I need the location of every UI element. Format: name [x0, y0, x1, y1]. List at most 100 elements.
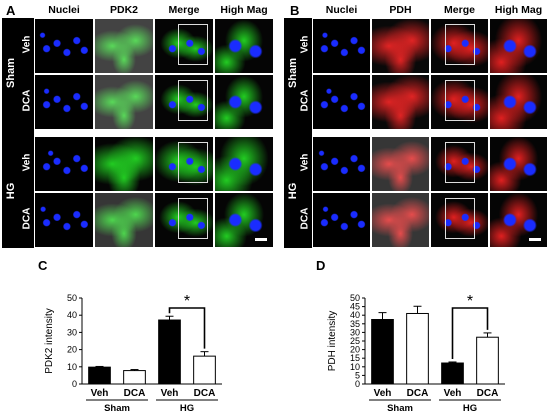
y-tick-label: 40	[67, 310, 77, 320]
column-header-high-mag: High Mag	[214, 4, 274, 16]
y-tick-label: 10	[67, 362, 77, 372]
y-tick-label: 50	[67, 293, 77, 303]
row-label-veh: Veh	[22, 32, 33, 58]
micrograph-nuclei	[313, 75, 370, 129]
micrograph-merge	[155, 75, 213, 129]
significance-star: *	[184, 293, 190, 310]
micrograph-merge	[431, 137, 488, 191]
y-axis-label: PDK2 intensity	[44, 308, 55, 374]
bar-1	[124, 371, 146, 384]
micrograph-merge	[431, 19, 488, 73]
zoom-region-box	[445, 198, 474, 239]
y-tick-label: 30	[67, 327, 77, 337]
bar-3	[477, 337, 499, 384]
row-label-dca: DCA	[300, 88, 311, 114]
micrograph-merge	[155, 137, 213, 191]
micrograph-stain	[95, 193, 153, 247]
x-group-label: HG	[463, 403, 477, 414]
zoom-region-box	[178, 24, 208, 65]
micrograph-stain	[372, 137, 429, 191]
micrograph-merge	[431, 75, 488, 129]
micrograph-high-mag	[215, 193, 273, 247]
micrograph-merge	[155, 19, 213, 73]
x-category-label: DCA	[194, 388, 216, 399]
y-tick-label: 20	[350, 345, 360, 355]
group-label-hg: HG	[5, 176, 17, 206]
bar-1	[407, 313, 429, 384]
micrograph-high-mag	[490, 75, 547, 129]
bar-3	[194, 356, 216, 384]
bar-0	[89, 367, 111, 384]
micrograph-grid-b: Nuclei PDH Merge High Mag Sham Veh DCA HG Veh DCA	[282, 0, 550, 250]
micrograph-high-mag	[490, 19, 547, 73]
column-header-pdk2: PDK2	[94, 4, 154, 16]
x-group-label: Sham	[387, 403, 413, 414]
micrograph-high-mag	[215, 75, 273, 129]
column-header-pdh: PDH	[371, 4, 430, 16]
y-tick-label: 10	[350, 362, 360, 372]
micrograph-stain	[372, 19, 429, 73]
x-category-label: DCA	[477, 388, 499, 399]
row-label-dca: DCA	[300, 206, 311, 232]
row-label-veh: Veh	[300, 150, 311, 176]
column-header-merge: Merge	[430, 4, 489, 16]
y-tick-label: 40	[350, 310, 360, 320]
row-label-veh: Veh	[300, 32, 311, 58]
micrograph-high-mag	[215, 137, 273, 191]
micrograph-nuclei	[35, 137, 93, 191]
y-tick-label: 0	[72, 379, 77, 389]
zoom-region-box	[178, 80, 208, 121]
micrograph-nuclei	[313, 137, 370, 191]
x-group-label: Sham	[104, 403, 130, 414]
micrograph-stain	[95, 75, 153, 129]
y-tick-label: 50	[350, 293, 360, 303]
scale-bar	[255, 238, 267, 241]
significance-star: *	[467, 293, 473, 310]
micrograph-nuclei	[313, 19, 370, 73]
scale-bar	[529, 238, 541, 241]
micrograph-high-mag	[215, 19, 273, 73]
x-category-label: Veh	[374, 388, 392, 399]
micrograph-nuclei	[35, 193, 93, 247]
column-header-nuclei: Nuclei	[312, 4, 371, 16]
bar-2	[159, 320, 181, 384]
micrograph-stain	[95, 137, 153, 191]
micrograph-grid-a: Nuclei PDK2 Merge High Mag Sham Veh DCA HG Veh DC…	[0, 0, 275, 250]
micrograph-nuclei	[313, 193, 370, 247]
bar-2	[442, 363, 464, 384]
group-label-sham: Sham	[287, 58, 299, 88]
x-category-label: Veh	[444, 388, 462, 399]
x-category-label: Veh	[161, 388, 179, 399]
micrograph-stain	[372, 75, 429, 129]
column-header-high-mag: High Mag	[489, 4, 548, 16]
micrograph-merge	[155, 193, 213, 247]
zoom-region-box	[445, 24, 474, 65]
x-category-label: Veh	[91, 388, 109, 399]
y-tick-label: 20	[67, 345, 77, 355]
y-tick-label: 15	[350, 353, 360, 363]
y-tick-label: 5	[355, 370, 360, 380]
column-header-nuclei: Nuclei	[34, 4, 94, 16]
x-category-label: DCA	[407, 388, 429, 399]
y-tick-label: 0	[355, 379, 360, 389]
row-label-dca: DCA	[22, 206, 33, 232]
y-tick-label: 25	[350, 336, 360, 346]
zoom-region-box	[178, 198, 208, 239]
x-category-label: DCA	[124, 388, 146, 399]
micrograph-stain	[95, 19, 153, 73]
y-tick-label: 30	[350, 327, 360, 337]
row-label-dca: DCA	[22, 88, 33, 114]
x-group-label: HG	[180, 403, 194, 414]
bar-chart-c: PDK2 intensity 0 10 20 30 40 50 Veh DCA Veh DCA Sha…	[0, 262, 275, 418]
group-label-hg: HG	[287, 176, 299, 206]
micrograph-high-mag	[490, 137, 547, 191]
micrograph-stain	[372, 193, 429, 247]
micrograph-nuclei	[35, 19, 93, 73]
bar-0	[372, 320, 394, 385]
micrograph-high-mag	[490, 193, 547, 247]
group-label-sham: Sham	[5, 58, 17, 88]
y-tick-label: 35	[350, 319, 360, 329]
y-axis-label: PDH intensity	[327, 311, 338, 372]
zoom-region-box	[178, 142, 208, 183]
